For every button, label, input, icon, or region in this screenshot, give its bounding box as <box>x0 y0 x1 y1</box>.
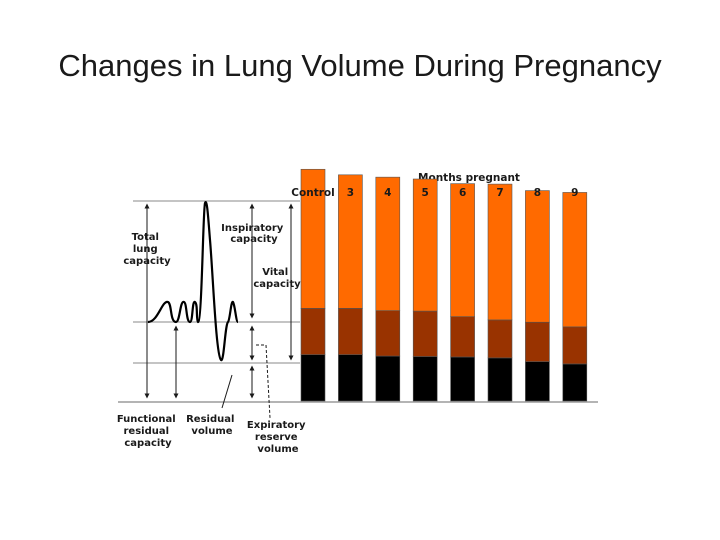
bar-residual-volume-control <box>300 354 326 402</box>
category-label-control: Control <box>291 187 334 199</box>
bar-inspiratory-capacity-6 <box>450 183 475 317</box>
bar-expiratory-reserve-volume-9 <box>562 326 588 365</box>
category-label-7: 7 <box>496 187 503 199</box>
bar-residual-volume-5 <box>412 356 438 402</box>
residual-volume-leader <box>221 374 233 409</box>
slide-title: Changes in Lung Volume During Pregnancy <box>58 48 662 83</box>
bar-inspiratory-capacity-4 <box>375 176 401 311</box>
category-labels: Control 3 4 5 6 7 8 9 <box>291 187 578 199</box>
category-label-6: 6 <box>459 187 466 199</box>
bar-expiratory-reserve-volume-3 <box>338 308 363 355</box>
category-label-8: 8 <box>534 187 541 199</box>
bar-residual-volume-4 <box>375 355 401 402</box>
spirogram-trace <box>147 201 240 362</box>
category-label-3: 3 <box>347 187 354 199</box>
bar-inspiratory-capacity-control <box>300 168 326 309</box>
category-label-5: 5 <box>422 187 429 199</box>
bar-residual-volume-8 <box>525 361 550 402</box>
bar-inspiratory-capacity-5 <box>412 178 438 312</box>
bar-expiratory-reserve-volume-6 <box>450 316 475 358</box>
expiratory-reserve-volume-label: Expiratory reserve volume <box>247 420 309 455</box>
bar-expiratory-reserve-volume-5 <box>412 310 438 357</box>
chart-title: Months pregnant <box>418 172 520 184</box>
diagram-labels: Total lung capacity Inspiratory capacity… <box>117 223 309 455</box>
functional-residual-capacity-label: Functional residual capacity <box>117 414 179 449</box>
vital-capacity-label: Vital capacity <box>253 267 301 290</box>
expiratory-reserve-leader <box>256 344 271 419</box>
bar-residual-volume-9 <box>562 363 588 402</box>
bar-inspiratory-capacity-9 <box>562 192 588 328</box>
inspiratory-capacity-label: Inspiratory capacity <box>221 223 287 245</box>
bar-inspiratory-capacity-8 <box>525 190 550 323</box>
bar-inspiratory-capacity-7 <box>487 183 513 321</box>
category-label-9: 9 <box>571 187 578 199</box>
total-lung-capacity-label: Total lung capacity <box>123 232 171 267</box>
residual-volume-label: Residual volume <box>186 414 238 437</box>
bar-expiratory-reserve-volume-control <box>300 308 326 355</box>
measurement-arrows <box>144 203 294 419</box>
bar-expiratory-reserve-volume-8 <box>525 321 550 362</box>
bar-residual-volume-6 <box>450 356 475 402</box>
bar-inspiratory-capacity-3 <box>338 174 363 309</box>
stacked-bars <box>300 168 588 402</box>
bar-residual-volume-7 <box>487 357 513 402</box>
category-label-4: 4 <box>384 187 391 199</box>
bar-expiratory-reserve-volume-7 <box>487 319 513 359</box>
bar-expiratory-reserve-volume-4 <box>375 310 401 357</box>
bar-residual-volume-3 <box>338 354 363 402</box>
